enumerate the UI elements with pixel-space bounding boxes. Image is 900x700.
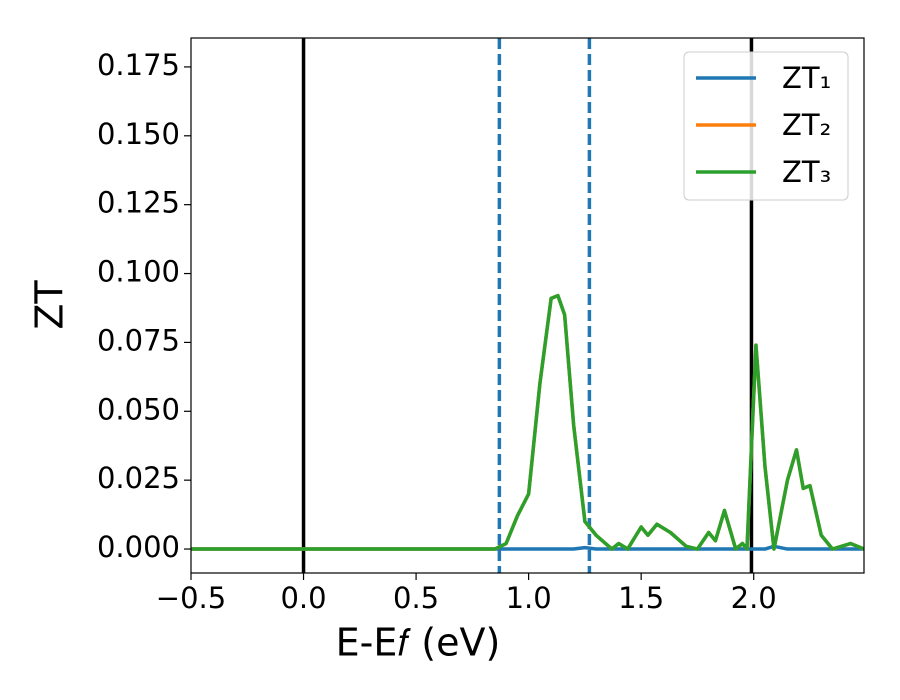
y-tick-label: 0.025 [97, 461, 180, 495]
y-tick-label: 0.150 [97, 117, 180, 151]
legend-label: ZT₂ [782, 108, 831, 142]
x-tick-label: 1.0 [506, 581, 552, 615]
x-tick-label: 2.0 [731, 581, 777, 615]
y-tick-label: 0.100 [97, 255, 180, 289]
y-tick-label: 0.075 [97, 323, 180, 357]
data-line [191, 544, 864, 551]
x-axis-label: E-E𝑓 (eV) [336, 621, 501, 665]
y-tick-label: 0.050 [97, 392, 180, 426]
x-tick-label: 0.5 [393, 581, 439, 615]
y-tick-label: 0.125 [97, 186, 180, 220]
y-axis-label: ZT [28, 280, 72, 330]
plot-frame [190, 37, 865, 574]
x-tick-label: −0.5 [156, 581, 226, 615]
y-tick-label: 0.175 [97, 48, 180, 82]
plot-area [191, 38, 864, 573]
legend-box [683, 51, 849, 201]
data-line [191, 293, 864, 551]
legend-label: ZT₃ [782, 155, 831, 189]
x-tick-label: 1.5 [618, 581, 664, 615]
y-tick-label: 0.000 [97, 530, 180, 564]
legend-label: ZT₁ [782, 61, 831, 95]
x-tick-label: 0.0 [280, 581, 326, 615]
legend: ZT₁ ZT₂ ZT₃ [683, 51, 849, 201]
